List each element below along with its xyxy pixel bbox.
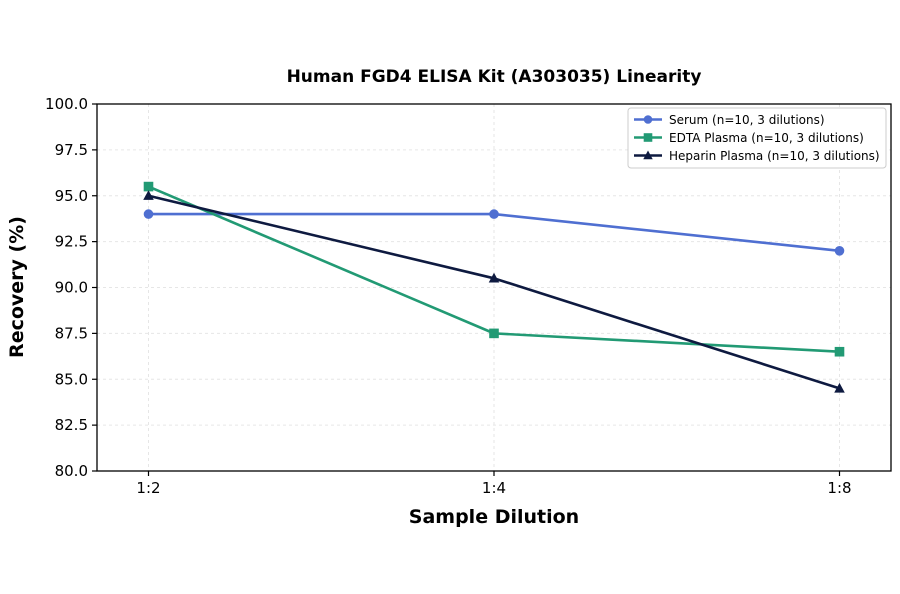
y-tick-label: 95.0 <box>55 187 88 205</box>
x-tick-label: 1:8 <box>827 479 851 497</box>
y-tick-label: 100.0 <box>45 95 88 113</box>
x-axis: 1:2 1:4 1:8 <box>136 471 852 497</box>
y-tick-label: 82.5 <box>55 416 88 434</box>
legend-entry: Serum (n=10, 3 dilutions) <box>634 113 825 127</box>
x-tick-label: 1:4 <box>482 479 506 497</box>
y-tick-label: 80.0 <box>55 462 88 480</box>
y-axis: 80.0 82.5 85.0 87.5 90.0 92.5 95.0 97.5 100.0 <box>45 95 97 480</box>
legend-label: Serum (n=10, 3 dilutions) <box>669 113 825 127</box>
legend-marker <box>643 133 653 142</box>
legend-box <box>627 107 887 169</box>
series-triangle <box>143 190 845 393</box>
series-layer <box>143 181 845 393</box>
series-circle <box>143 209 845 256</box>
data-point <box>834 346 845 357</box>
data-point <box>489 209 499 219</box>
data-point <box>143 181 154 192</box>
y-tick-label: 87.5 <box>55 324 88 342</box>
data-point <box>143 209 154 219</box>
x-axis-title: Sample Dilution <box>409 506 579 528</box>
legend-marker <box>643 115 653 124</box>
y-tick-label: 85.0 <box>55 370 88 388</box>
legend-marker <box>643 150 653 160</box>
legend-label: Heparin Plasma (n=10, 3 dilutions) <box>669 149 880 163</box>
series-square <box>143 181 845 357</box>
y-tick-label: 97.5 <box>55 141 88 159</box>
chart-title: Human FGD4 ELISA Kit (A303035) Linearity <box>287 67 702 87</box>
y-axis-title: Recovery (%) <box>6 216 28 358</box>
y-tick-label: 92.5 <box>55 233 88 251</box>
data-point <box>834 382 845 393</box>
data-point <box>834 246 845 256</box>
x-tick-label: 1:2 <box>136 479 160 497</box>
legend-label: EDTA Plasma (n=10, 3 dilutions) <box>669 131 864 145</box>
legend: Serum (n=10, 3 dilutions) EDTA Plasma (n=… <box>627 107 887 169</box>
legend-entry: Heparin Plasma (n=10, 3 dilutions) <box>634 149 880 163</box>
data-point <box>143 190 154 200</box>
legend-entry: EDTA Plasma (n=10, 3 dilutions) <box>634 131 864 145</box>
y-tick-label: 90.0 <box>55 279 88 297</box>
data-point <box>488 272 500 283</box>
data-point <box>489 328 499 339</box>
